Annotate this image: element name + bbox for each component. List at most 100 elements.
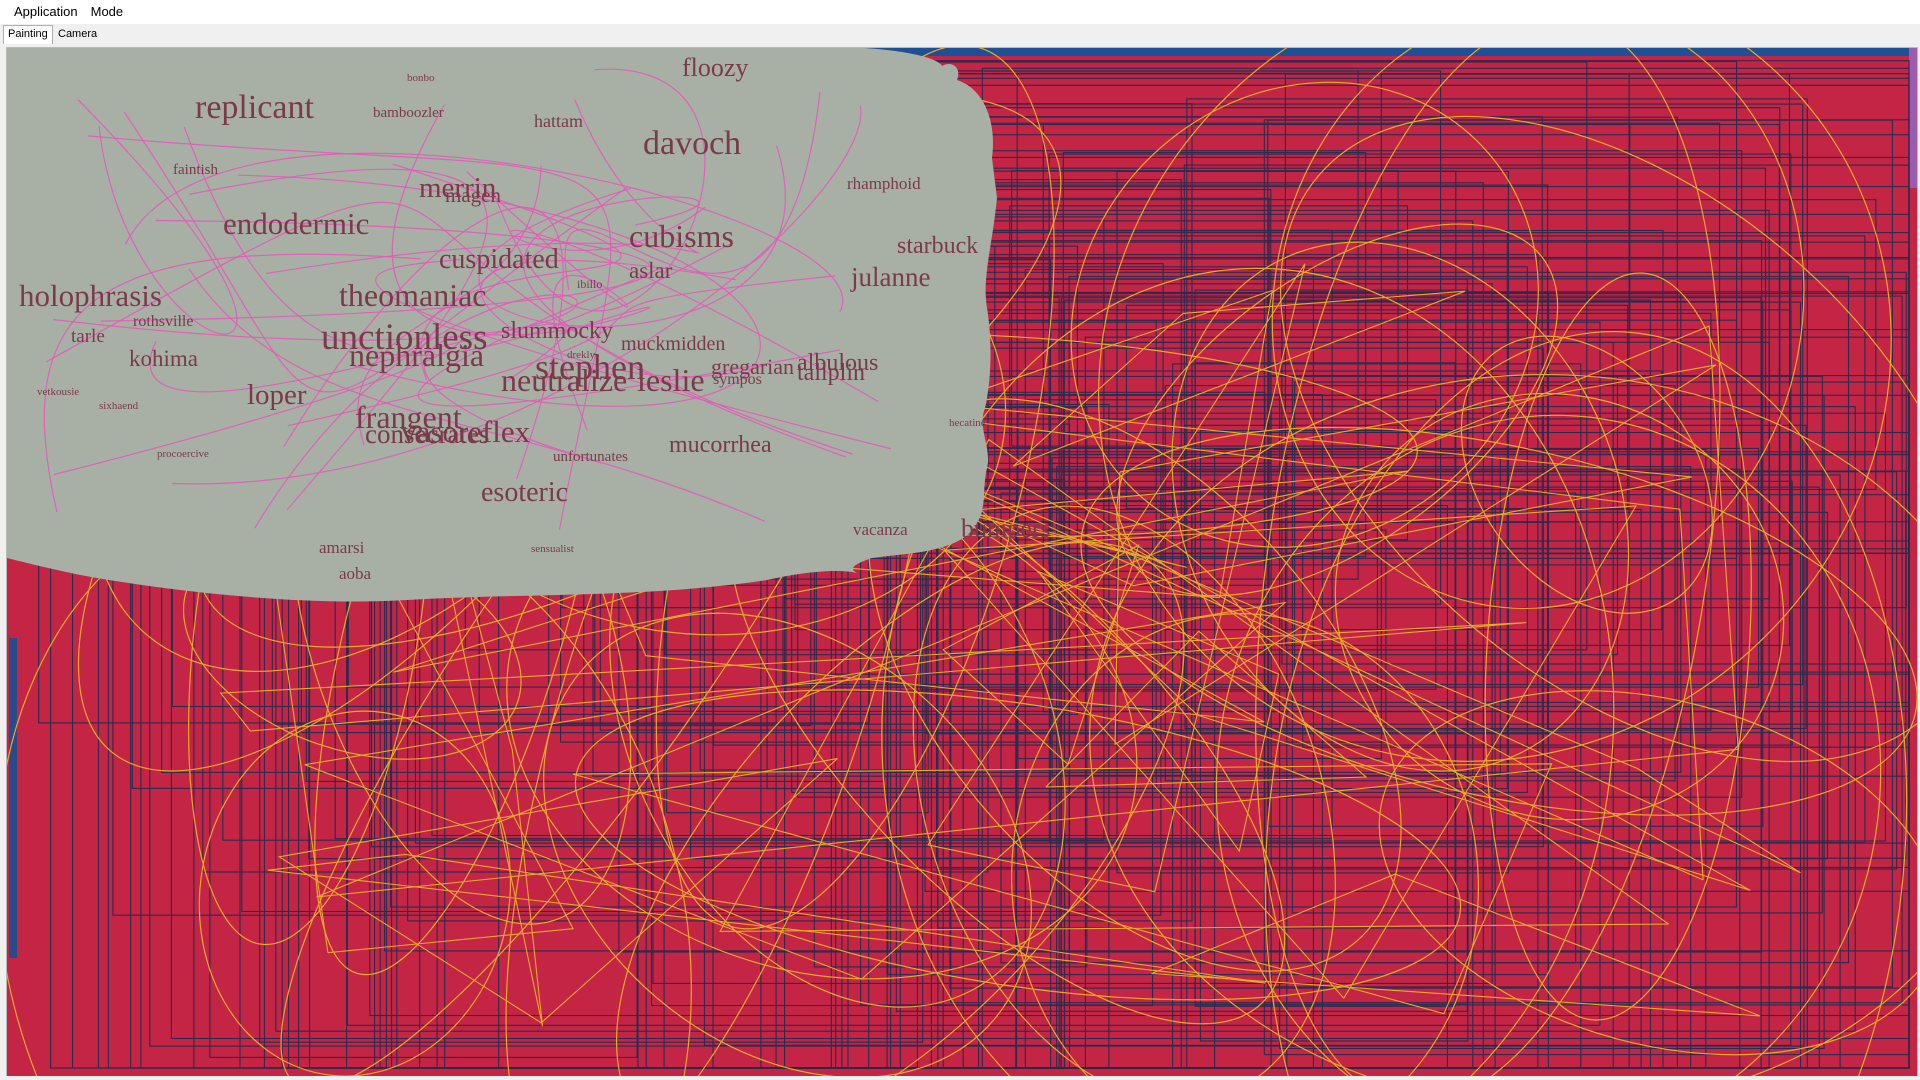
rectangle-stroke <box>275 406 1856 1032</box>
word-rhamphoid: rhamphoid <box>847 174 921 193</box>
scribble-stroke <box>188 268 766 522</box>
scribble-stroke <box>183 126 732 357</box>
word-bonbo: bonbo <box>407 72 435 84</box>
painting-canvas[interactable]: floozy bonbo replicant bamboozler hattam… <box>6 47 1918 1077</box>
scribble-stroke <box>391 104 650 336</box>
menu-mode[interactable]: Mode <box>90 4 124 19</box>
word-nephralgia: nephralgia <box>349 337 484 373</box>
word-theomaniac: theomaniac <box>339 277 486 313</box>
word-faintish: faintish <box>173 162 218 178</box>
triangle-stroke <box>304 601 1287 980</box>
status-bar <box>0 1076 1920 1080</box>
cloud-shape <box>7 48 997 602</box>
word-starbuck: starbuck <box>897 233 978 259</box>
triangle-stroke <box>943 505 1637 999</box>
ellipse-stroke <box>1070 81 1539 548</box>
scribble-stroke <box>375 258 891 450</box>
triangle-stroke <box>520 365 1704 881</box>
scribble-stroke <box>417 266 841 407</box>
top-edge-stripe <box>807 48 1917 56</box>
triangle-stroke <box>316 325 1739 898</box>
ellipse-stroke <box>1116 223 1559 597</box>
right-edge-stripe <box>1909 48 1917 188</box>
word-amarsi: amarsi <box>319 538 365 557</box>
triangle-stroke <box>1012 290 1466 467</box>
word-gregarian: gregarian <box>711 354 794 379</box>
triangle-stroke <box>927 263 1306 893</box>
word-aoba: aoba <box>339 564 372 583</box>
word-stephen: stephen <box>535 347 645 387</box>
triangle-stroke <box>1114 364 1717 746</box>
scribble-stroke <box>523 196 847 458</box>
word-floozy: floozy <box>682 53 748 82</box>
word-vetkousie: vetkousie <box>37 386 79 398</box>
left-edge-stripe-lower <box>9 638 17 958</box>
scribble-stroke <box>189 168 488 511</box>
word-neutralize: neutralize <box>501 362 627 398</box>
triangle-stroke <box>1045 630 1368 788</box>
ellipse-stroke <box>1460 335 1713 614</box>
ellipse-stroke <box>881 267 1615 1076</box>
scribble-stroke <box>287 275 836 427</box>
word-esoteric: esoteric <box>481 477 568 508</box>
word-unctionless: unctionless <box>321 317 487 358</box>
scribble-stroke <box>392 163 622 381</box>
rectangle-stroke <box>935 471 1898 870</box>
word-bamboozler: bamboozler <box>373 105 444 121</box>
ellipse-stroke <box>1378 690 1917 1056</box>
scribble-stroke <box>564 91 821 291</box>
rectangle-stroke <box>1051 457 1501 776</box>
word-tarle: tarle <box>71 326 105 347</box>
rectangle-stroke <box>1268 300 1764 827</box>
triangle-stroke <box>231 283 574 954</box>
triangle-stroke <box>863 398 1751 891</box>
word-vasoreflex: vasoreflex <box>401 414 531 449</box>
word-replicant: replicant <box>195 89 314 126</box>
word-frangent: frangent <box>355 399 462 435</box>
menu-application[interactable]: Application <box>14 4 78 19</box>
triangle-stroke <box>572 763 1553 1015</box>
triangle-stroke <box>1037 570 1280 853</box>
scribble-stroke <box>43 253 421 513</box>
word-tallplin: tallplin <box>797 360 865 386</box>
scribble-stroke <box>149 323 567 393</box>
scribble-stroke <box>124 152 844 313</box>
word-procoercive: procoercive <box>157 448 209 460</box>
tab-camera[interactable]: Camera <box>58 28 98 40</box>
word-davoch: davoch <box>643 125 741 162</box>
word-sixhaend: sixhaend <box>99 400 139 412</box>
word-rothsville: rothsville <box>133 313 193 330</box>
triangle-stroke <box>219 622 1527 732</box>
word-layer: floozy bonbo replicant bamboozler hattam… <box>19 53 1051 583</box>
painting-svg: floozy bonbo replicant bamboozler hattam… <box>7 48 1917 1076</box>
word-sensualist: sensualist <box>531 543 574 555</box>
word-hecatine: hecatine <box>949 417 986 429</box>
ellipse-stroke <box>1334 392 1785 821</box>
scribble-stroke <box>265 99 700 275</box>
rectangle-stroke <box>1000 492 1577 964</box>
menu-bar: Application Mode <box>0 0 1920 24</box>
rectangle-stroke <box>618 240 1763 953</box>
word-unfortunates: unfortunates <box>553 449 628 465</box>
rectangle-stroke <box>1164 385 1676 782</box>
rectangle-stroke <box>560 529 1387 743</box>
word-cubisms: cubisms <box>629 218 734 254</box>
rectangle-stroke <box>1017 412 1887 842</box>
scribble-stroke <box>53 336 602 476</box>
scribble-stroke <box>123 111 629 393</box>
ellipse-stroke <box>912 505 1336 1076</box>
ellipse-stroke <box>1255 48 1721 1076</box>
triangle-stroke <box>879 448 1801 874</box>
word-endodermic: endodermic <box>223 206 369 241</box>
ellipse-stroke <box>1098 48 1892 762</box>
rectangle-stroke <box>785 487 1378 692</box>
scribble-stroke <box>480 259 771 378</box>
triangle-stroke <box>1151 873 1761 1017</box>
ellipse-stroke <box>198 710 512 1076</box>
tab-painting[interactable]: Painting <box>3 25 53 44</box>
scribble-stroke <box>172 105 862 485</box>
word-magen: magen <box>445 183 501 207</box>
scribble-strokes <box>43 68 891 531</box>
scribble-stroke <box>100 219 652 322</box>
word-leslie: leslie <box>637 362 705 398</box>
